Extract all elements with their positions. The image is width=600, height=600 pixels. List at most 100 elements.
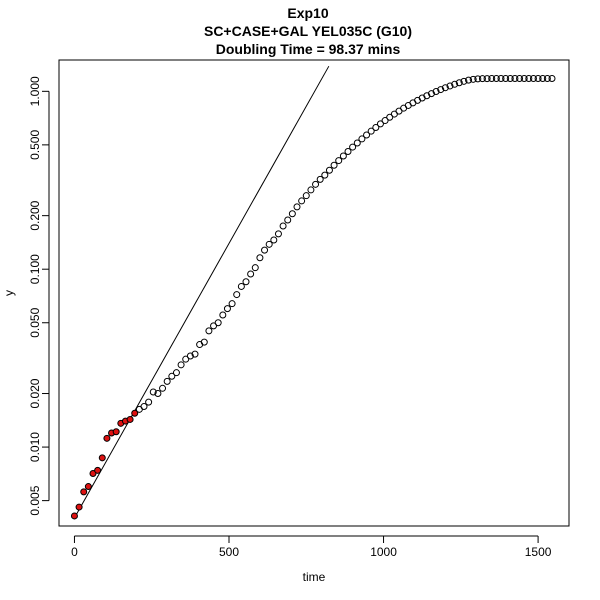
data-point xyxy=(349,143,357,151)
data-point xyxy=(233,291,241,299)
y-axis: 0.005 0.010 0.020 0.050 0.100 0.200 0.500 1.000 xyxy=(28,76,50,516)
highlighted-point xyxy=(98,454,106,462)
data-point xyxy=(205,327,213,335)
data-point xyxy=(548,75,556,83)
data-point xyxy=(145,398,153,406)
data-point xyxy=(316,175,324,183)
data-point xyxy=(367,127,375,135)
data-point xyxy=(363,131,371,139)
x-tick-label: 1000 xyxy=(370,545,397,559)
data-point xyxy=(237,282,245,290)
highlighted-point xyxy=(131,409,139,417)
y-tick-label: 0.020 xyxy=(28,378,42,408)
data-point xyxy=(437,86,445,94)
data-point xyxy=(520,75,528,83)
data-point xyxy=(256,254,264,262)
data-point xyxy=(497,75,505,83)
y-tick-label: 0.500 xyxy=(28,130,42,160)
x-tick-label: 500 xyxy=(219,545,239,559)
points-layer xyxy=(135,75,556,413)
data-point xyxy=(172,369,180,377)
data-point xyxy=(525,75,533,83)
x-axis-label: time xyxy=(303,570,326,584)
data-point xyxy=(200,338,208,346)
highlighted-point xyxy=(126,415,134,423)
highlighted-point xyxy=(70,512,78,520)
y-tick-label: 0.005 xyxy=(28,485,42,515)
data-point xyxy=(353,139,361,147)
data-point xyxy=(177,361,185,369)
data-point xyxy=(344,147,352,155)
data-point xyxy=(446,82,454,90)
data-point xyxy=(312,180,320,188)
data-point xyxy=(265,240,273,248)
data-point xyxy=(149,388,157,396)
data-point xyxy=(529,75,537,83)
data-point xyxy=(251,264,259,272)
data-point xyxy=(488,75,496,83)
data-point xyxy=(302,192,310,200)
data-point xyxy=(298,197,306,205)
y-tick-label: 0.050 xyxy=(28,307,42,337)
data-point xyxy=(455,79,463,87)
data-point xyxy=(376,120,384,128)
data-point xyxy=(279,222,287,230)
data-point xyxy=(386,113,394,121)
data-point xyxy=(261,246,269,254)
data-point xyxy=(506,75,514,83)
data-point xyxy=(441,84,449,92)
data-point xyxy=(307,186,315,194)
data-point xyxy=(284,216,292,224)
data-point xyxy=(492,75,500,83)
data-point xyxy=(478,75,486,83)
fit-line xyxy=(74,65,330,519)
data-point xyxy=(168,372,176,380)
chart-doubling-time: Doubling Time = 98.37 mins xyxy=(216,41,401,57)
x-tick-label: 1500 xyxy=(525,545,552,559)
data-point xyxy=(182,355,190,363)
data-point xyxy=(159,384,167,392)
data-point xyxy=(330,161,338,169)
data-point xyxy=(223,305,231,313)
y-tick-label: 0.200 xyxy=(28,200,42,230)
data-point xyxy=(539,75,547,83)
highlighted-point xyxy=(112,428,120,436)
data-point xyxy=(214,319,222,327)
data-point xyxy=(140,403,148,411)
data-point xyxy=(474,75,482,83)
chart-title: Exp10 xyxy=(287,5,328,21)
data-point xyxy=(247,270,255,278)
highlighted-point xyxy=(94,466,102,474)
data-point xyxy=(543,75,551,83)
x-tick-label: 0 xyxy=(71,545,78,559)
data-point xyxy=(502,75,510,83)
fit-line-layer xyxy=(74,65,330,519)
data-point xyxy=(228,300,236,308)
chart-subtitle: SC+CASE+GAL YEL035C (G10) xyxy=(204,23,412,39)
data-point xyxy=(154,390,162,398)
data-point xyxy=(465,76,473,84)
y-tick-label: 1.000 xyxy=(28,76,42,106)
data-point xyxy=(339,152,347,160)
highlighted-points-layer xyxy=(70,409,139,520)
data-point xyxy=(358,135,366,143)
highlighted-point xyxy=(80,488,88,496)
plot-frame xyxy=(58,59,570,527)
data-point xyxy=(335,157,343,165)
highlighted-point xyxy=(84,483,92,491)
data-point xyxy=(460,77,468,85)
x-axis: 0 500 1000 1500 xyxy=(71,535,552,559)
data-point xyxy=(293,203,301,211)
data-point xyxy=(288,210,296,218)
data-point xyxy=(516,75,524,83)
highlighted-point xyxy=(89,470,97,478)
highlighted-point xyxy=(75,503,83,511)
data-point xyxy=(191,350,199,358)
y-tick-label: 0.100 xyxy=(28,254,42,284)
data-point xyxy=(451,80,459,88)
data-point xyxy=(163,377,171,385)
data-point xyxy=(186,352,194,360)
data-point xyxy=(372,124,380,132)
data-point xyxy=(219,311,227,319)
data-point xyxy=(511,75,519,83)
